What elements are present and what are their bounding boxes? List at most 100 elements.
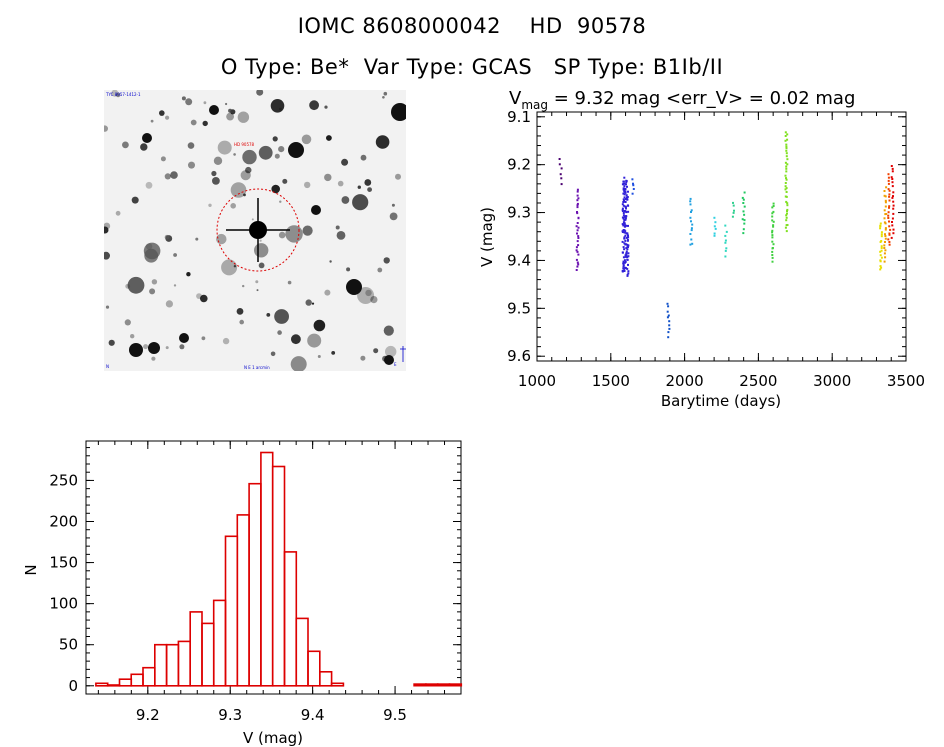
lc-point bbox=[884, 222, 887, 225]
field-star bbox=[150, 119, 154, 123]
lc-point bbox=[627, 234, 629, 237]
field-star bbox=[130, 334, 135, 339]
lc-point bbox=[883, 247, 886, 249]
lc-point bbox=[888, 199, 891, 202]
hist-xlabel: V (mag) bbox=[243, 729, 303, 747]
hist-bar bbox=[436, 683, 451, 687]
field-star bbox=[104, 125, 108, 132]
lc-point bbox=[743, 219, 746, 222]
bright-star bbox=[311, 205, 321, 215]
lc-point bbox=[785, 219, 788, 222]
bright-star bbox=[288, 142, 304, 158]
field-star bbox=[190, 119, 197, 126]
field-star bbox=[164, 234, 170, 240]
hist-bar bbox=[271, 465, 286, 687]
bright-star bbox=[179, 333, 189, 343]
hist-ytick-label: 200 bbox=[49, 513, 78, 531]
bright-star bbox=[142, 133, 152, 143]
lc-point bbox=[887, 238, 890, 241]
lc-point bbox=[622, 246, 625, 249]
lc-point bbox=[625, 181, 628, 184]
compass-icon bbox=[400, 346, 406, 362]
lc-point bbox=[626, 196, 628, 199]
lc-point bbox=[627, 252, 630, 255]
target-circle bbox=[216, 188, 300, 272]
hist-ylabel: N bbox=[22, 564, 40, 575]
field-star bbox=[230, 203, 236, 209]
lc-point bbox=[771, 260, 774, 263]
lc-point bbox=[713, 232, 716, 235]
field-star bbox=[188, 161, 195, 169]
lc-point bbox=[771, 247, 774, 250]
field-star bbox=[375, 135, 390, 149]
lc-point bbox=[622, 192, 625, 195]
lc-point bbox=[887, 188, 890, 191]
bright-star bbox=[148, 342, 160, 354]
lc-point bbox=[883, 217, 886, 220]
field-star bbox=[237, 111, 250, 123]
lc-point bbox=[625, 243, 628, 246]
hist-bar bbox=[154, 643, 168, 687]
lc-point bbox=[785, 230, 788, 233]
lc-point bbox=[772, 225, 775, 228]
lc-xtick-label: 3500 bbox=[887, 372, 925, 390]
lc-point bbox=[724, 234, 727, 237]
lc-point bbox=[667, 305, 670, 308]
lc-point bbox=[621, 216, 624, 219]
field-star bbox=[140, 143, 148, 151]
lc-point bbox=[559, 173, 562, 176]
lc-point bbox=[890, 165, 893, 167]
lc-point bbox=[784, 131, 787, 134]
lc-point bbox=[622, 265, 625, 268]
lc-point bbox=[772, 202, 775, 205]
field-star bbox=[324, 105, 328, 109]
lc-point bbox=[784, 188, 787, 191]
lc-point bbox=[622, 182, 625, 185]
lc-point bbox=[880, 231, 883, 234]
bright-star bbox=[391, 103, 406, 121]
lc-point bbox=[622, 188, 625, 191]
lc-point bbox=[887, 211, 890, 214]
lc-point bbox=[887, 179, 890, 182]
field-star bbox=[179, 344, 185, 350]
field-star bbox=[305, 299, 312, 306]
lc-point bbox=[627, 236, 630, 239]
lc-point bbox=[560, 183, 563, 186]
lc-point bbox=[623, 199, 625, 202]
lc-point bbox=[623, 266, 626, 269]
field-star bbox=[329, 260, 332, 263]
lc-point bbox=[884, 201, 887, 204]
lc-point bbox=[622, 260, 625, 263]
lc-point bbox=[623, 176, 626, 179]
field-star bbox=[212, 177, 220, 185]
lc-point bbox=[576, 250, 579, 253]
bright-star bbox=[129, 343, 143, 357]
lc-point bbox=[884, 235, 887, 237]
hist-bar bbox=[307, 650, 321, 687]
lc-point bbox=[624, 201, 627, 203]
field-star bbox=[395, 173, 401, 180]
lc-xtick-label: 3000 bbox=[813, 372, 851, 390]
lc-point bbox=[771, 212, 774, 215]
lc-point bbox=[743, 213, 746, 216]
lc-point bbox=[623, 261, 626, 264]
lc-point bbox=[668, 324, 671, 327]
lc-point bbox=[742, 228, 745, 231]
field-star bbox=[149, 288, 156, 295]
field-star bbox=[127, 276, 145, 294]
lc-point bbox=[785, 147, 788, 150]
field-star bbox=[360, 355, 366, 361]
hist-bar bbox=[177, 640, 191, 687]
field-star bbox=[144, 248, 159, 263]
field-star bbox=[173, 284, 177, 287]
field-star bbox=[165, 300, 173, 308]
lc-point bbox=[577, 244, 580, 247]
lc-point bbox=[891, 170, 894, 173]
hist-bar bbox=[283, 551, 298, 687]
field-star bbox=[373, 348, 379, 354]
lc-point bbox=[785, 152, 788, 155]
lc-point bbox=[625, 247, 628, 250]
field-star bbox=[277, 330, 282, 335]
lc-point bbox=[880, 245, 883, 248]
